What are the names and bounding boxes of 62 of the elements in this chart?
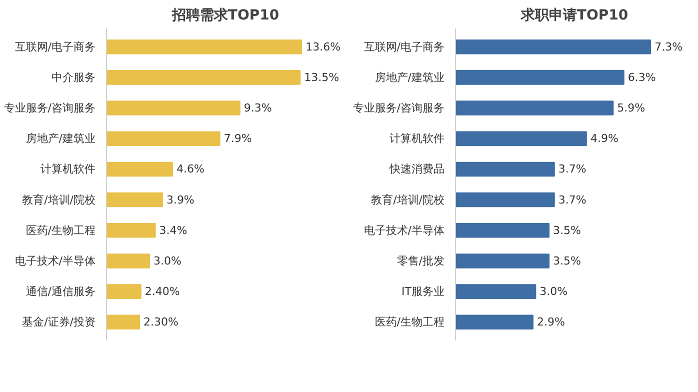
bar [456,284,536,299]
data-label: 4.9% [590,132,618,146]
y-tick-label: 电子技术/半导体 [364,224,445,237]
y-tick-label: 计算机软件 [390,132,444,146]
bar [106,131,220,146]
y-tick-label: 互联网/电子商务 [364,40,445,54]
bar [106,162,173,177]
data-label: 3.0% [154,254,182,268]
bar [456,314,534,330]
y-tick-label: 医药/生物工程 [26,224,96,237]
data-label: 6.3% [628,70,656,84]
data-label: 7.3% [654,40,683,54]
data-label: 5.9% [617,102,646,115]
bar [106,314,140,330]
chart-title: 招聘需求TOP10 [170,8,280,24]
y-tick-label: 医药/生物工程 [374,316,445,329]
y-tick-label: 互联网/电子商务 [14,40,96,54]
data-label: 2.9% [537,316,565,329]
chart-title: 求职申请TOP10 [520,8,628,24]
data-label: 2.40% [144,285,180,298]
y-tick-label: 专业服务/咨询服务 [352,102,445,115]
y-tick-label: 计算机软件 [40,162,96,176]
bar [106,254,150,268]
bar [456,254,550,268]
bar [456,100,614,116]
bar [456,39,652,54]
data-label: 3.0% [540,285,568,298]
y-tick-label: 房地产/建筑业 [26,132,96,146]
y-tick-label: 电子技术/半导体 [14,254,96,268]
bar [106,70,301,85]
y-tick-label: 通信/通信服务 [26,285,96,298]
y-tick-label: 中介服务 [52,70,96,84]
bar [106,100,240,116]
y-tick-label: 教育/培训/院校 [22,193,96,206]
data-label: 3.7% [558,162,586,176]
y-tick-label: 基金/证券/投资 [22,316,96,329]
data-label: 3.5% [553,224,581,237]
y-tick-label: 房地产/建筑业 [374,70,445,84]
y-tick-label: 快速消费品 [388,162,444,176]
bar [106,192,163,208]
data-label: 3.9% [166,193,194,206]
bar [106,39,302,54]
y-tick-label: IT服务业 [402,285,445,298]
data-label: 9.3% [244,102,272,115]
bar [456,192,555,208]
y-tick-label: 教育/培训/院校 [371,193,445,206]
y-tick-label: 零售/批发 [396,254,445,268]
data-label: 3.4% [159,224,188,237]
data-label: 4.6% [176,162,204,176]
y-tick-label: 专业服务/咨询服务 [4,102,96,115]
bar [456,223,550,238]
bar [456,162,555,177]
bar [106,223,156,238]
bar [106,284,142,299]
bar [456,131,587,146]
data-label: 13.6% [306,40,341,54]
data-label: 2.30% [143,316,178,329]
data-label: 7.9% [224,132,252,146]
data-label: 3.7% [558,193,586,206]
data-label: 13.5% [304,70,340,84]
bar [456,70,624,85]
data-label: 3.5% [553,254,581,268]
